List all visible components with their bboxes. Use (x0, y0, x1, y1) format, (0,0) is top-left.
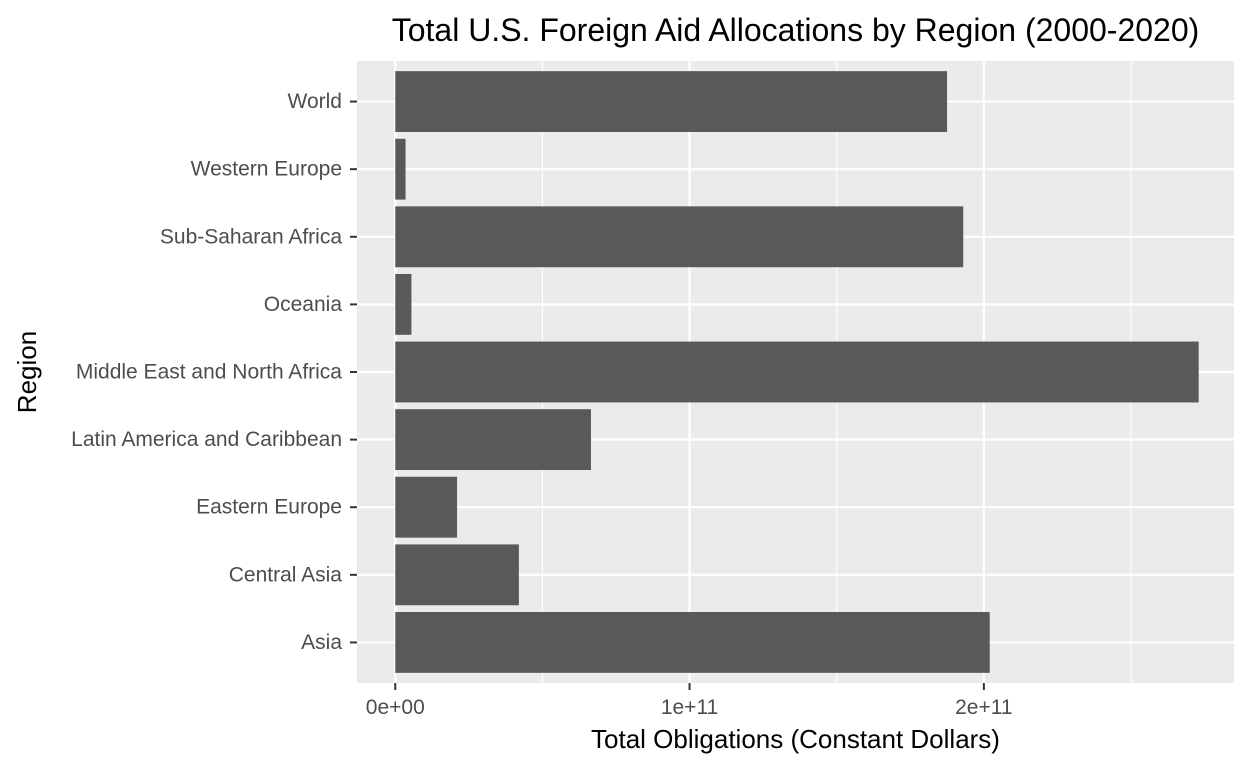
bar (395, 138, 406, 200)
y-tick-label: Latin America and Caribbean (71, 428, 342, 451)
x-tick-label: 1e+11 (661, 696, 718, 719)
chart-title: Total U.S. Foreign Aid Allocations by Re… (392, 12, 1200, 48)
x-tick-label: 2e+11 (955, 696, 1012, 719)
bar (395, 544, 519, 606)
bar (395, 71, 948, 132)
bar (395, 612, 990, 673)
y-tick-label: Western Europe (191, 158, 342, 181)
y-tick-label: Oceania (264, 293, 343, 316)
y-tick-label: Asia (301, 631, 342, 654)
bar (395, 273, 412, 335)
y-axis: Asia Central Asia Eastern Europe Latin Amer… (71, 90, 357, 654)
bar (395, 476, 458, 538)
x-axis: 0e+00 1e+11 2e+11 (366, 683, 1013, 719)
y-axis-title: Region (12, 331, 42, 413)
x-tick-label: 0e+00 (366, 696, 425, 719)
y-tick-label: Sub-Saharan Africa (160, 225, 342, 248)
bar (395, 341, 1199, 403)
y-tick-label: Central Asia (229, 563, 343, 586)
bar (395, 206, 964, 268)
bar (395, 409, 591, 471)
y-tick-label: Eastern Europe (196, 496, 342, 519)
y-tick-label: Middle East and North Africa (76, 361, 342, 384)
y-tick-label: World (288, 90, 342, 113)
x-axis-title: Total Obligations (Constant Dollars) (591, 724, 1000, 754)
bars (395, 71, 1199, 673)
